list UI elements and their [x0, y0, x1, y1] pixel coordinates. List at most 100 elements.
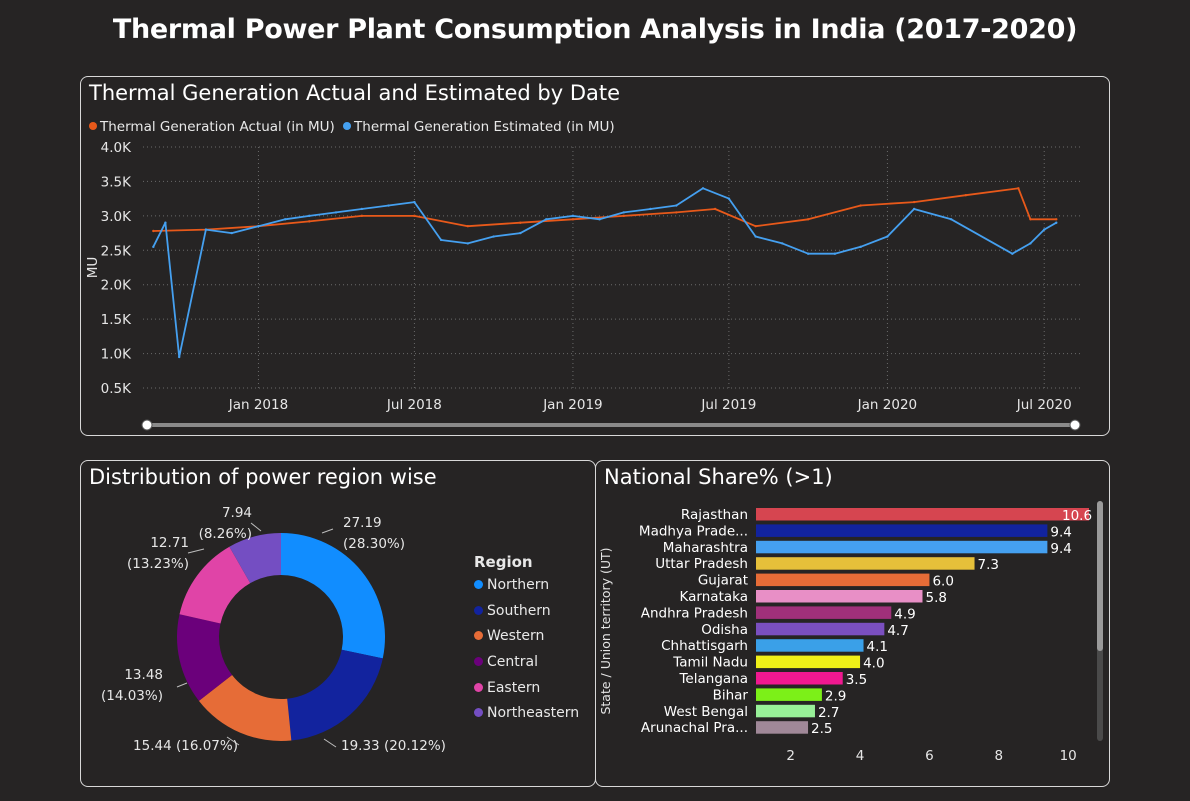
point-actual [964, 194, 968, 197]
point-estimated [439, 238, 443, 242]
donut-slice-southern[interactable] [287, 649, 383, 741]
donut-data-pct: (8.26%) [199, 526, 252, 542]
bar[interactable] [756, 540, 1048, 554]
bar[interactable] [756, 557, 975, 570]
point-actual [466, 224, 470, 228]
point-estimated [754, 235, 757, 238]
region-legend-label: Central [487, 654, 538, 671]
point-estimated [701, 187, 705, 190]
bar-data-label: 9.4 [1050, 524, 1071, 540]
point-actual [675, 211, 678, 214]
bar-data-label: 9.4 [1050, 541, 1071, 557]
point-actual [713, 207, 717, 211]
bar[interactable] [756, 672, 843, 685]
legend-label-actual: Thermal Generation Actual (in MU) [100, 119, 335, 135]
bar-category-label: Odisha [701, 622, 748, 638]
donut-chart-title: Distribution of power region wise [89, 465, 437, 489]
donut-leader-line [250, 522, 262, 532]
bar-data-label: 3.5 [846, 672, 867, 688]
bar-category-label: Chhattisgarh [661, 638, 748, 654]
time-slider-handle-left[interactable] [141, 419, 153, 431]
region-legend-dot [474, 657, 483, 667]
point-actual [806, 218, 810, 221]
bar-category-label: Uttar Pradesh [655, 556, 748, 572]
bar-data-label: 2.5 [811, 721, 832, 737]
donut-data-label: 7.94 [222, 505, 252, 521]
point-estimated [283, 218, 287, 221]
donut-slice-western[interactable] [198, 675, 292, 741]
bar-scrollbar-thumb[interactable] [1097, 501, 1103, 651]
donut-leader-line [187, 548, 205, 554]
donut-leader-line [321, 528, 334, 534]
bar[interactable] [756, 688, 822, 701]
legend-item-estimated[interactable]: Thermal Generation Estimated (in MU) [343, 119, 615, 135]
region-legend-item-northern[interactable]: Northern [474, 577, 579, 603]
point-estimated [466, 242, 470, 245]
bar-data-label: 10.6 [1062, 508, 1092, 524]
bar[interactable] [756, 721, 809, 734]
bar[interactable] [756, 622, 885, 636]
donut-slice-eastern[interactable] [179, 546, 251, 624]
region-legend-item-southern[interactable]: Southern [474, 603, 579, 629]
donut-slice-northeastern[interactable] [229, 533, 281, 584]
y-tick-label: 2.5K [101, 243, 132, 259]
point-estimated [1011, 252, 1014, 255]
point-estimated [387, 204, 390, 207]
bar[interactable] [756, 524, 1048, 537]
bar-data-label: 4.9 [894, 606, 915, 622]
bar[interactable] [756, 606, 892, 619]
donut-chart-panel: Distribution of power region wise 27.19 (… [80, 460, 596, 787]
bar-category-label: Madhya Prade... [639, 523, 748, 539]
region-legend-item-northeastern[interactable]: Northeastern [474, 705, 579, 731]
y-tick-label: 1.5K [101, 312, 132, 328]
region-legend-label: Western [487, 628, 545, 645]
time-slider-handle-right[interactable] [1069, 419, 1081, 431]
point-estimated [571, 214, 575, 218]
bar-category-label: Arunachal Pra... [641, 720, 748, 736]
bar-data-label: 6.0 [932, 574, 953, 590]
bar-data-label: 4.7 [887, 623, 908, 639]
region-legend-label: Southern [487, 602, 551, 619]
x-tick-label: Jul 2020 [1016, 397, 1072, 413]
legend-dot-estimated [343, 122, 352, 130]
point-estimated [886, 235, 889, 238]
donut-leader-line [226, 736, 240, 746]
region-legend-item-eastern[interactable]: Eastern [474, 680, 579, 706]
bar[interactable] [756, 590, 923, 603]
region-legend-item-central[interactable]: Central [474, 654, 579, 680]
bar[interactable] [756, 655, 861, 669]
bar[interactable] [756, 573, 930, 587]
bar-category-label: West Bengal [664, 704, 748, 720]
legend-item-actual[interactable]: Thermal Generation Actual (in MU) [89, 119, 335, 135]
donut-data-pct: (14.03%) [101, 688, 163, 704]
point-estimated [598, 218, 601, 221]
region-legend-dot [474, 708, 483, 718]
donut-slice-northern[interactable] [281, 533, 386, 659]
donut-slice-central[interactable] [177, 614, 233, 701]
donut-leader-line [176, 682, 188, 688]
bar-chart-panel: National Share% (>1) State / Union terri… [595, 460, 1110, 787]
bar[interactable] [756, 508, 1089, 521]
point-estimated [1029, 242, 1032, 245]
bar-data-label: 4.1 [867, 639, 888, 655]
donut-data-label: 12.71 [150, 535, 189, 551]
point-actual [1055, 218, 1058, 221]
donut-data-pct: (28.30%) [343, 536, 405, 552]
bar[interactable] [756, 639, 864, 652]
point-estimated [492, 235, 495, 238]
region-legend-label: Northeastern [487, 705, 580, 722]
point-estimated [649, 207, 652, 211]
line-chart-panel: Thermal Generation Actual and Estimated … [80, 76, 1110, 436]
bar[interactable] [756, 704, 815, 718]
bar-chart-plot: State / Union territory (UT) Rajasthan 10.… [598, 501, 1103, 764]
point-actual [1017, 187, 1020, 190]
region-legend-item-western[interactable]: Western [474, 628, 579, 654]
point-actual [622, 214, 625, 218]
bar-category-label: Bihar [713, 687, 749, 703]
bar-category-label: Maharashtra [663, 540, 748, 556]
x-tick-label: 10 [1060, 748, 1077, 764]
point-estimated [949, 218, 953, 221]
region-legend-dot [474, 580, 483, 589]
x-tick-label: 6 [925, 748, 934, 764]
legend-dot-actual [89, 122, 97, 130]
